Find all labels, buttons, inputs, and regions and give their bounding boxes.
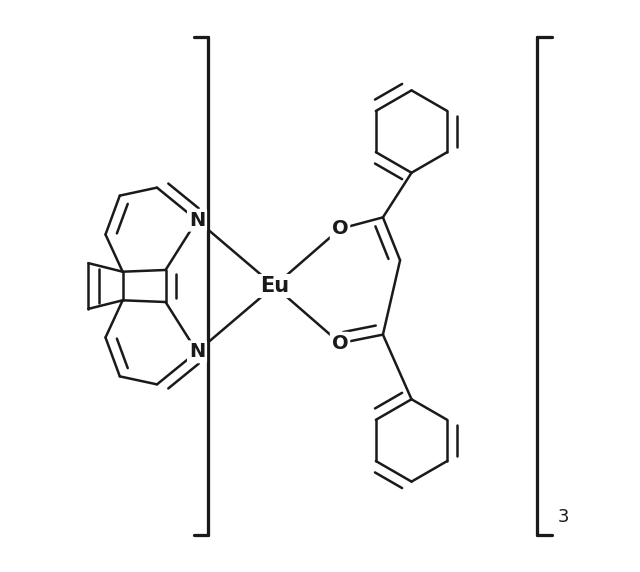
Text: O: O	[332, 219, 348, 239]
Text: O: O	[332, 333, 348, 353]
Text: N: N	[189, 210, 205, 230]
Text: N: N	[189, 342, 205, 362]
Text: Eu: Eu	[260, 276, 289, 296]
Text: 3: 3	[557, 509, 569, 526]
